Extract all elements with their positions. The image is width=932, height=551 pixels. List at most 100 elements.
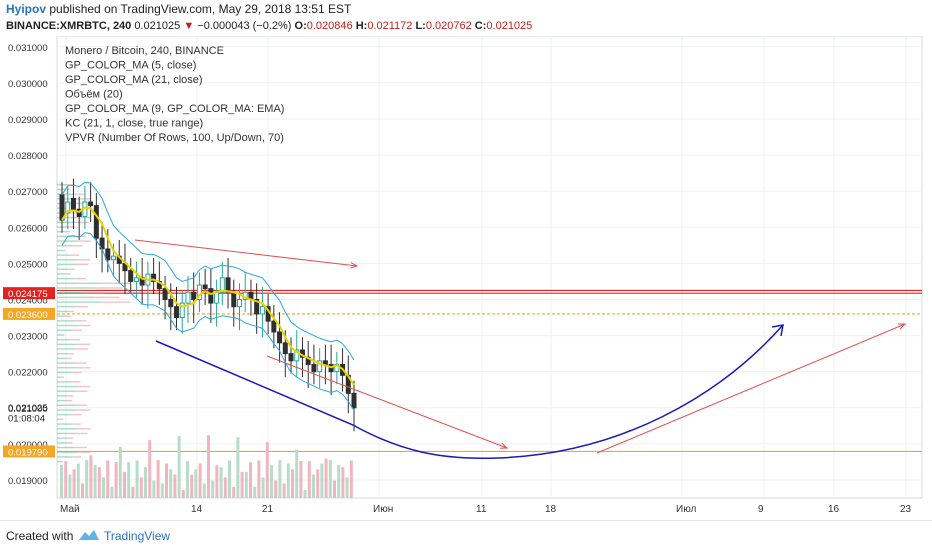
- low-value: 0.020762: [425, 20, 472, 32]
- price-tag: [3, 307, 55, 320]
- volume-bar: [261, 477, 265, 498]
- vpvr-bar: [77, 451, 91, 453]
- vpvr-bar: [71, 371, 82, 374]
- vpvr-bar: [61, 376, 64, 378]
- vpvr-bar: [70, 212, 79, 214]
- y-tick-label: 0.027000: [8, 187, 48, 198]
- candle-body: [254, 298, 260, 315]
- vpvr-bar: [57, 198, 78, 200]
- vpvr-bar: [57, 202, 73, 205]
- vpvr-bar: [61, 334, 65, 336]
- trend-arrow-2-head: [499, 442, 509, 449]
- volume-bar: [118, 446, 122, 498]
- vpvr-bar: [57, 306, 76, 308]
- vpvr-bar: [77, 385, 91, 388]
- vpvr-bar: [57, 348, 76, 350]
- vpvr-bar: [57, 432, 76, 435]
- vpvr-bar: [57, 376, 62, 378]
- y-tick-label: 0.026000: [8, 223, 48, 234]
- x-tick-label: 11: [476, 504, 487, 515]
- author-link[interactable]: Hyipov: [6, 2, 47, 16]
- ma-line: [61, 206, 355, 386]
- vpvr-bar: [57, 324, 78, 327]
- volume-bar: [60, 465, 63, 498]
- x-tick-label: 9: [758, 504, 764, 515]
- trend-arrow-1: [134, 239, 358, 267]
- volume-bar: [253, 486, 257, 498]
- y-tick-label: 0.028000: [8, 151, 48, 162]
- vpvr-bar: [57, 184, 69, 186]
- vpvr-bar: [74, 362, 87, 364]
- volume-bar: [219, 467, 223, 498]
- y-tick-label: 0.031000: [8, 43, 48, 54]
- vpvr-bar: [65, 399, 72, 402]
- y-tick-label: 0.021000: [8, 404, 48, 415]
- volume-bar: [215, 465, 219, 498]
- y-tick-label: 0.030000: [8, 79, 48, 90]
- volume-bar: [152, 480, 156, 498]
- symbol-line: BINANCE:XMRBTC, 240 0.021025 ▼ −0.000043…: [6, 18, 532, 34]
- volume-bar: [286, 463, 290, 498]
- vpvr-bar: [77, 428, 91, 430]
- vpvr-bar: [66, 442, 73, 444]
- volume-bar: [244, 471, 248, 498]
- volume-bar: [110, 486, 114, 498]
- volume-bar: [173, 474, 177, 498]
- vpvr-bar: [77, 367, 91, 369]
- vpvr-bar: [74, 320, 87, 322]
- volume-bar: [324, 458, 328, 498]
- volume-bar: [307, 461, 311, 498]
- candle-body: [236, 298, 242, 308]
- publish-line: Hyipov published on TradingView.com, May…: [6, 0, 351, 18]
- vpvr-bar: [57, 315, 66, 317]
- x-tick-label: Июл: [676, 504, 696, 515]
- vpvr-bar: [57, 268, 68, 270]
- candle-body: [219, 277, 225, 293]
- candle-body: [111, 255, 117, 261]
- legend-entry-6: VPVR (Number Of Rows, 100, Up/Down, 70): [65, 132, 284, 144]
- volume-bar: [270, 465, 273, 498]
- tradingview-logo-icon: [79, 530, 99, 540]
- vpvr-bar: [57, 338, 71, 341]
- price-chart[interactable]: Monero / Bitcoin, 240, BINANCE GP_COLOR_M…: [0, 36, 932, 520]
- vpvr-bar: [57, 329, 73, 331]
- vpvr-bar: [77, 198, 91, 200]
- volume-bar: [223, 477, 227, 498]
- vpvr-bar: [75, 306, 89, 308]
- vpvr-bar: [68, 184, 76, 186]
- volume-bar: [274, 480, 278, 498]
- y-tick-label: 0.019000: [8, 476, 48, 487]
- vpvr-bar: [77, 240, 91, 242]
- volume-bar: [282, 483, 286, 498]
- vpvr-bar: [57, 428, 78, 430]
- vpvr-bar: [57, 362, 75, 364]
- vpvr-bar: [100, 301, 131, 303]
- volume-bar: [131, 486, 135, 498]
- vpvr-bar: [67, 268, 75, 270]
- candle-body: [202, 284, 208, 290]
- vpvr-bar: [71, 413, 82, 416]
- y-tick-label: 0.029000: [8, 115, 48, 126]
- candle-body: [317, 360, 323, 373]
- vpvr-bar: [77, 324, 91, 327]
- tradingview-link[interactable]: TradingView: [104, 529, 171, 543]
- legend-entry-0: Monero / Bitcoin, 240, BINANCE: [65, 45, 224, 57]
- vpvr-bar: [57, 418, 61, 421]
- candle-body: [351, 392, 357, 409]
- vpvr-bar: [57, 404, 75, 406]
- vpvr-bar: [62, 249, 66, 252]
- keltner-upper-line: [61, 181, 355, 361]
- vpvr-bar: [57, 399, 66, 402]
- volume-bar: [320, 463, 324, 498]
- candle-body: [174, 306, 180, 319]
- volume-bar: [316, 469, 320, 498]
- vpvr-bar: [57, 188, 65, 191]
- vpvr-bar: [57, 357, 66, 360]
- plot-area: [56, 36, 923, 499]
- volume-bar: [160, 483, 164, 498]
- vpvr-bar: [74, 404, 87, 406]
- vpvr-bar: [57, 413, 72, 416]
- trend-arrow-2: [266, 355, 508, 449]
- vpvr-bar: [75, 348, 88, 350]
- vpvr-bar: [57, 334, 62, 336]
